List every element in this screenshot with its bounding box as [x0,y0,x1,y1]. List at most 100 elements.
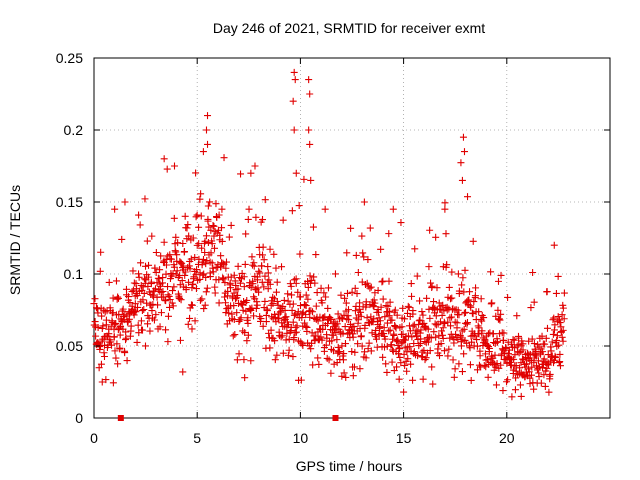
data-point [180,248,188,256]
data-point [499,387,507,395]
data-point [222,258,230,266]
data-point [415,317,423,325]
y-tick-label: 0.25 [56,50,83,66]
data-point [537,379,545,387]
data-point [330,360,338,368]
data-point [299,341,307,349]
data-point [558,333,566,341]
data-point [183,224,191,232]
data-point [478,327,486,335]
data-point [458,281,466,289]
data-point [217,252,225,260]
data-point [216,231,224,239]
data-point [483,356,491,364]
data-point [420,346,428,354]
data-point [556,358,564,366]
data-point [300,175,308,183]
data-point [487,268,495,276]
data-point [513,312,521,320]
data-point [280,296,288,304]
x-tick-label: 5 [193,430,201,446]
data-point [177,296,185,304]
data-point [541,340,549,348]
data-point [432,321,440,329]
data-point [231,331,239,339]
data-point [111,321,119,329]
data-point [252,213,260,221]
data-point [272,264,280,272]
data-point [388,316,396,324]
data-point [94,309,102,317]
data-point [450,339,458,347]
data-point [137,317,145,325]
data-point [302,302,310,310]
data-point [295,202,303,210]
data-point [528,363,536,371]
data-point [122,336,130,344]
data-point [560,289,568,297]
data-point [546,357,554,365]
data-point [97,360,105,368]
data-point [204,239,212,247]
data-point [358,232,366,240]
data-point [285,346,293,354]
data-point [366,224,374,232]
y-tick-label: 0.05 [56,338,83,354]
data-point [548,338,556,346]
data-point [540,371,548,379]
data-point [464,193,472,201]
data-point [138,307,146,315]
x-tick-label: 0 [90,430,98,446]
data-point [170,263,178,271]
data-point [244,331,252,339]
data-point [549,330,557,338]
data-point [112,319,120,327]
data-point [143,237,151,245]
data-point [437,340,445,348]
data-point [393,363,401,371]
data-point [308,329,316,337]
data-point [510,336,518,344]
data-point [259,216,267,224]
data-point [527,304,535,312]
data-point [229,332,237,340]
data-point [340,369,348,377]
data-point [470,298,478,306]
data-point [212,200,220,208]
data-point [198,244,206,252]
data-point [519,346,527,354]
data-point [164,312,172,320]
data-point [188,325,196,333]
data-point [298,314,306,322]
data-point [279,302,287,310]
data-point [425,263,433,271]
data-point [327,315,335,323]
data-point [556,362,564,370]
data-point [552,289,560,297]
data-point [549,316,557,324]
data-point [134,303,142,311]
data-point [501,349,509,357]
data-point [162,261,170,269]
data-point [105,278,113,286]
data-point [132,308,140,316]
data-point [159,274,167,282]
data-point [497,361,505,369]
data-point [137,259,145,267]
data-point [489,330,497,338]
data-point [380,330,388,338]
baseline-markers [117,415,339,421]
data-point [114,294,122,302]
data-point [324,284,332,292]
data-point [296,293,304,301]
data-point [339,329,347,337]
chart-title: Day 246 of 2021, SRMTID for receiver exm… [213,20,485,36]
data-point [281,306,289,314]
data-point [543,364,551,372]
data-point [282,313,290,321]
data-point [382,302,390,310]
data-point [395,350,403,358]
data-point [135,270,143,278]
data-point [242,230,250,238]
data-point [221,293,229,301]
